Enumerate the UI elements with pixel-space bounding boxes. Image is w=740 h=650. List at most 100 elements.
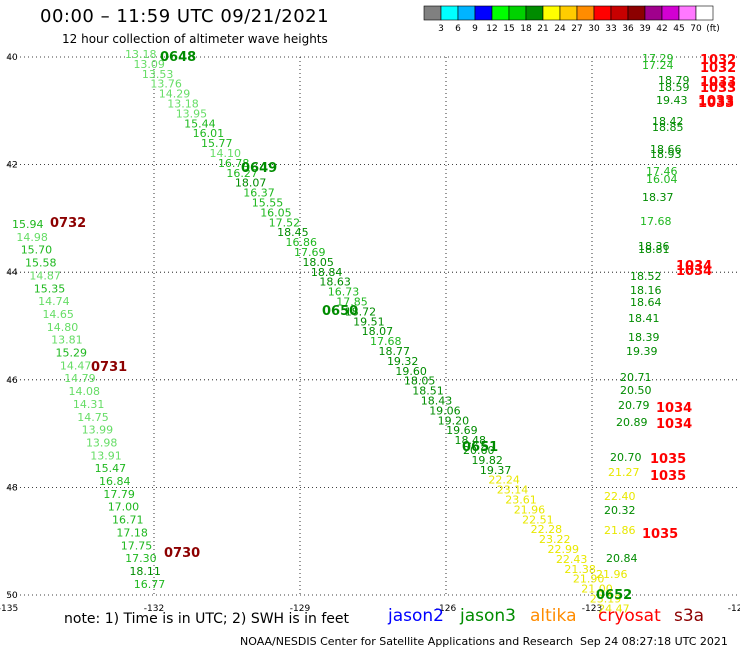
x-tick-label: -132: [144, 604, 164, 614]
colorbar-swatch: [610, 5, 629, 21]
track3-swh-value: 18.39: [628, 331, 660, 344]
track2-swh-value: 15.35: [34, 282, 66, 295]
legend-cryosat: cryosat: [598, 606, 661, 626]
track3-swh-value: 17.68: [640, 215, 672, 228]
track2-swh-value: 17.18: [116, 526, 147, 539]
track1-swh-value: 13.76: [150, 78, 182, 91]
x-tick-label: -135: [0, 604, 18, 614]
colorbar-swatch: [474, 5, 493, 21]
track3-swh-value: 20.79: [618, 399, 650, 412]
track1-swh-value: 22.99: [548, 543, 580, 556]
track3-swh-value: 18.66: [650, 143, 682, 156]
y-tick-label: 40: [6, 53, 18, 63]
track3-swh-value: 18.64: [630, 296, 662, 309]
track2-swh-value: 17.30: [125, 552, 157, 565]
track1-swh-value: 22.24: [488, 474, 519, 487]
track3-swh-value: 16.04: [646, 173, 678, 186]
time-label: 1033: [700, 81, 736, 96]
colorbar-swatch: [491, 5, 510, 21]
track1-swh-value: 19.60: [395, 365, 427, 378]
time-label: 0648: [160, 50, 196, 65]
time-label: 1034: [676, 264, 712, 279]
track1-swh-value: 18.07: [235, 177, 267, 190]
track1-swh-value: 24.47: [598, 602, 630, 615]
track1-swh-value: 18.43: [421, 395, 453, 408]
colorbar-swatch: [576, 5, 595, 21]
track3-swh-value: 18.79: [658, 74, 690, 87]
time-label: 1035: [650, 469, 686, 484]
track3-swh-value: 18.42: [652, 115, 684, 128]
track3-swh-value: 19.39: [626, 345, 658, 358]
track1-swh-value: 18.51: [412, 385, 444, 398]
track3-swh-value: 22.40: [604, 490, 636, 503]
track3-swh-value: 18.16: [630, 284, 662, 297]
time-label: 0649: [241, 161, 277, 176]
colorbar-label: 18: [520, 24, 532, 34]
track1-swh-value: 23.22: [539, 533, 571, 546]
colorbar-swatch: [440, 5, 459, 21]
track3-swh-value: 20.89: [616, 416, 648, 429]
colorbar-label: 39: [639, 24, 651, 34]
track1-swh-value: 21.00: [581, 583, 613, 596]
track1-swh-value: 19.82: [471, 454, 503, 467]
legend-jason2: jason2: [388, 606, 444, 626]
time-label: 1034: [656, 401, 692, 416]
track2-swh-value: 14.31: [73, 398, 105, 411]
track3-swh-value: 18.93: [650, 148, 682, 161]
track2-swh-value: 14.74: [38, 295, 70, 308]
track2-swh-value: 14.47: [60, 359, 92, 372]
chart-subtitle: 12 hour collection of altimeter wave hei…: [62, 32, 328, 46]
track1-swh-value: 16.73: [328, 286, 360, 299]
colorbar-label: 33: [605, 24, 616, 34]
y-tick-label: 48: [6, 483, 18, 493]
x-tick-label: -123: [582, 604, 602, 614]
colorbar-swatch: [508, 5, 527, 21]
track1-swh-value: 16.37: [243, 187, 274, 200]
track1-swh-value: 18.72: [345, 305, 377, 318]
track1-swh-value: 22.28: [531, 523, 563, 536]
track2-swh-value: 15.94: [12, 218, 44, 231]
track3-swh-value: 18.59: [658, 81, 690, 94]
track3-swh-value: 20.84: [606, 552, 638, 565]
track1-swh-value: 17.52: [269, 216, 301, 229]
track2-swh-value: 14.75: [77, 411, 109, 424]
colorbar-swatch: [661, 5, 680, 21]
track3-swh-value: 18.41: [628, 312, 660, 325]
track2-swh-value: 17.79: [103, 488, 135, 501]
legend-s3a: s3a: [674, 606, 705, 626]
track2-swh-value: 13.98: [86, 436, 118, 449]
legend-jason3: jason3: [460, 606, 516, 626]
colorbar-label: 24: [554, 24, 566, 34]
credit-right: Sep 24 08:27:18 UTC 2021: [580, 635, 728, 648]
track1-swh-value: 13.95: [176, 107, 208, 120]
track2-swh-value: 15.58: [25, 257, 57, 270]
track2-swh-value: 16.84: [99, 475, 131, 488]
colorbar-label: 21: [537, 24, 548, 34]
track1-swh-value: 18.05: [404, 375, 436, 388]
x-tick-label: -120: [728, 604, 740, 614]
x-tick-label: -126: [436, 604, 457, 614]
colorbar-swatch: [457, 5, 476, 21]
time-label: 1033: [698, 96, 734, 111]
track1-swh-value: 21.96: [514, 503, 546, 516]
track2-swh-value: 14.80: [47, 321, 79, 334]
track1-swh-value: 16.01: [193, 127, 225, 140]
track3-swh-value: 19.43: [656, 94, 688, 107]
track3-swh-value: 20.71: [620, 371, 652, 384]
track1-swh-value: 14.10: [210, 147, 242, 160]
track3-swh-value: 21.27: [608, 466, 640, 479]
colorbar-label: 12: [486, 24, 497, 34]
time-label: 0651: [462, 440, 498, 455]
track2-swh-value: 14.79: [64, 372, 96, 385]
track1-swh-value: 23.14: [497, 484, 529, 497]
chart-title: 00:00 – 11:59 UTC 09/21/2021: [40, 6, 330, 27]
track1-swh-value: 14.29: [159, 88, 191, 101]
track1-swh-value: 19.32: [387, 355, 419, 368]
colorbar-label: 70: [690, 24, 702, 34]
track1-swh-value: 21.90: [573, 573, 605, 586]
track2-swh-value: 13.81: [51, 334, 83, 347]
track1-swh-value: 17.68: [370, 335, 402, 348]
track1-swh-value: 13.09: [133, 58, 165, 71]
track1-swh-value: 18.48: [455, 434, 487, 447]
